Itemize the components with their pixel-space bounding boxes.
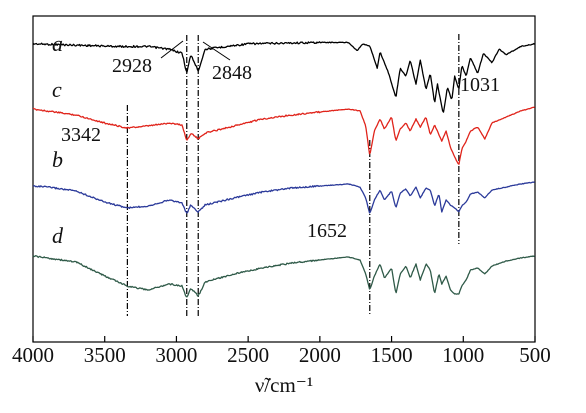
series-label-a: a <box>52 31 63 56</box>
series-line-b <box>32 181 535 214</box>
series-label-d: d <box>52 223 64 248</box>
annotation-1652: 1652 <box>307 220 347 242</box>
x-tick-label-2500: 2500 <box>227 343 269 367</box>
annotation-leader-2928 <box>160 40 184 59</box>
series-line-c <box>32 106 535 165</box>
series-label-c: c <box>52 77 62 102</box>
series-group <box>32 41 536 298</box>
annotation-2928: 2928 <box>112 55 152 77</box>
annotation-leader-2848 <box>202 41 231 61</box>
x-tick-label-3000: 3000 <box>155 343 197 367</box>
plot-frame <box>32 15 536 343</box>
annotation-1031: 1031 <box>460 74 500 96</box>
x-tick-label-1000: 1000 <box>442 343 484 367</box>
series-label-b: b <box>52 147 63 172</box>
reference-lines <box>126 34 460 316</box>
x-axis-title: ν̃/cm⁻¹ <box>255 373 313 397</box>
series-line-a <box>32 41 536 113</box>
annotation-3342: 3342 <box>61 124 101 146</box>
x-tick-label-2000: 2000 <box>299 343 341 367</box>
annotation-2848: 2848 <box>212 62 252 84</box>
x-tick-label-500: 500 <box>519 343 551 367</box>
x-tick-label-3500: 3500 <box>84 343 126 367</box>
annotations: 2928 2848 1031 3342 1652 <box>61 40 500 242</box>
x-tick-label-1500: 1500 <box>371 343 413 367</box>
series-line-d <box>32 255 535 298</box>
x-tick-label-4000: 4000 <box>12 343 54 367</box>
x-ticks: 4000 3500 3000 2500 2000 1500 1000 500 <box>12 336 551 367</box>
series-labels: ac b d <box>52 31 64 248</box>
